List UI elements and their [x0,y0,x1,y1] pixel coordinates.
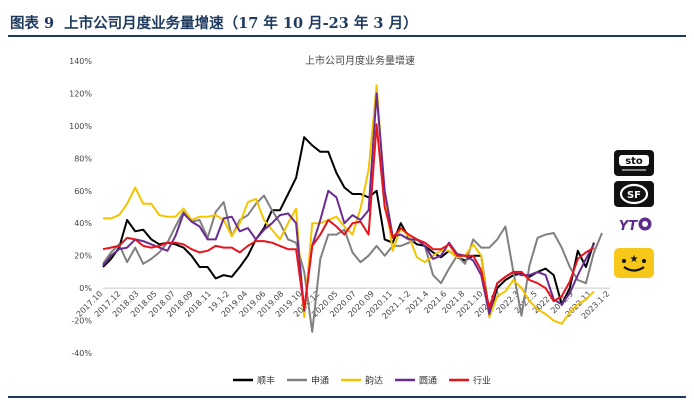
figure-caption: 上市公司月度业务量增速（17 年 10 月-23 年 3 月） [64,15,418,32]
y-tick-label: 0% [79,284,92,293]
chart-title: 上市公司月度业务量增速 [305,54,415,67]
legend: 顺丰 申通 韵达 圆通 行业 [233,375,491,387]
series-line-行业 [102,123,595,311]
sto-logo: sto [614,150,654,176]
legend-label: 行业 [473,375,491,387]
yto-logo: YT [614,212,654,238]
y-tick-label: 120% [69,89,92,98]
legend-label: 顺丰 [257,375,275,387]
sf-logo: SF [614,181,654,207]
y-tick-label: -20% [71,317,92,326]
y-tick-label: 40% [74,219,92,228]
series-lines [102,84,603,333]
legend-label: 圆通 [419,376,437,387]
y-tick-label: 80% [74,154,92,163]
y-axis-ticks: -40% -20% 0% 20% 40% 60% 80% 100% 120% 140% [69,57,92,358]
series-line-圆通 [102,92,595,316]
top-rule [8,35,686,37]
figure-label: 图表 9 [10,15,55,32]
y-tick-label: 60% [74,187,92,196]
x-axis-ticks: 2017.102017.122018.032018.052018.072018.… [75,289,612,321]
y-tick-label: 140% [69,57,92,66]
legend-label: 申通 [311,375,329,387]
y-tick-label: 100% [69,122,92,131]
legend-label: 韵达 [365,375,383,387]
bottom-rule [8,396,686,398]
sf-logo-text: SF [627,190,641,201]
series-line-顺丰 [102,136,595,316]
line-chart: -40% -20% 0% 20% 40% 60% 80% 100% 120% 140% 2017.… [69,54,612,387]
y-tick-label: 20% [74,252,92,261]
yto-logo-text: YT [619,219,638,234]
sto-logo-text: sto [625,156,643,167]
y-tick-label: -40% [71,349,92,358]
yunda-logo-star: ★ [630,254,639,265]
figure-title: 图表 9 上市公司月度业务量增速（17 年 10 月-23 年 3 月） [10,12,428,33]
yunda-logo: ★ [614,248,654,278]
